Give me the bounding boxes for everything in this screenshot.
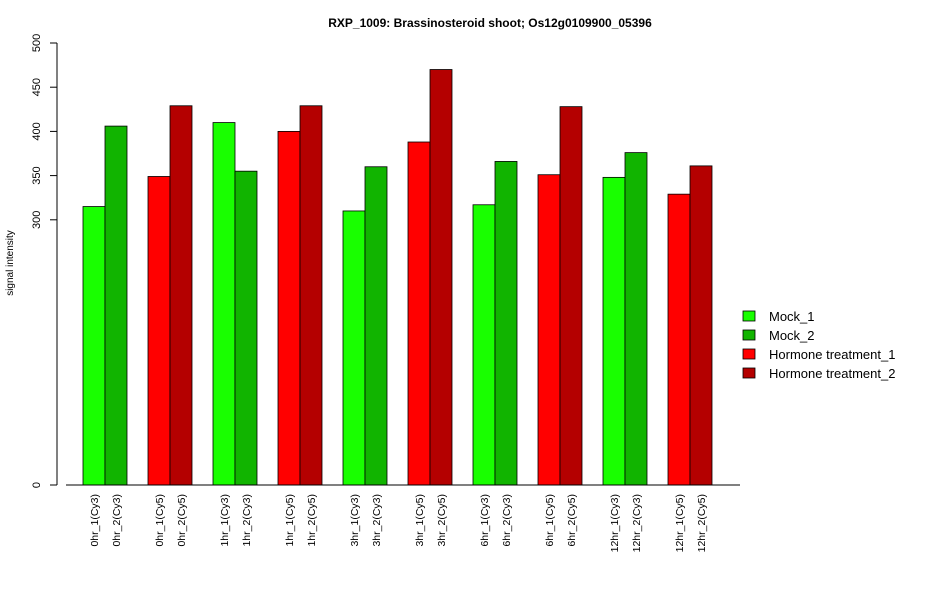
bar	[212, 122, 236, 486]
x-tick-label: 0hr_1(Cy3)	[89, 494, 101, 547]
bar	[82, 206, 106, 486]
bar	[689, 165, 713, 486]
x-tick-label: 1hr_2(Cy3)	[241, 494, 253, 547]
bar	[104, 125, 128, 486]
bar	[602, 176, 626, 486]
x-tick-label: 12hr_1(Cy5)	[674, 494, 686, 552]
y-tick-label: 450	[31, 78, 43, 96]
x-tick-label: 1hr_1(Cy5)	[284, 494, 296, 547]
bar	[147, 176, 171, 486]
legend-swatch	[742, 329, 756, 341]
bar	[299, 105, 323, 486]
legend-label: Hormone treatment_2	[769, 366, 895, 381]
x-tick-label: 1hr_1(Cy3)	[219, 494, 231, 547]
y-axis-label: signal intensity	[5, 230, 16, 296]
bar	[494, 161, 518, 486]
legend-swatch	[742, 310, 756, 322]
bar	[559, 106, 583, 486]
x-tick-label: 6hr_2(Cy3)	[501, 494, 513, 547]
x-tick-label: 3hr_1(Cy3)	[349, 494, 361, 547]
x-axis: 0hr_1(Cy3) 0hr_2(Cy3) 0hr_1(Cy5) 0hr_2(Cy5)…	[66, 484, 740, 552]
legend-swatch	[742, 348, 756, 360]
y-tick-label: 350	[31, 166, 43, 184]
x-tick-label: 12hr_1(Cy3)	[609, 494, 621, 552]
x-tick-label: 12hr_2(Cy5)	[696, 494, 708, 552]
legend-label: Hormone treatment_1	[769, 347, 895, 362]
y-tick-label: 500	[31, 34, 43, 52]
bar	[624, 152, 648, 486]
legend: Mock_1 Mock_2 Hormone treatment_1 Hormone t…	[742, 309, 895, 381]
x-tick-label: 3hr_2(Cy5)	[436, 494, 448, 547]
legend-swatch	[742, 367, 756, 379]
y-tick-label: 400	[31, 122, 43, 140]
x-tick-label: 0hr_2(Cy5)	[176, 494, 188, 547]
y-axis: 0 300 350 400 450 500	[31, 34, 58, 488]
bar	[472, 204, 496, 486]
x-tick-label: 6hr_2(Cy5)	[566, 494, 578, 547]
x-tick-label: 3hr_2(Cy3)	[371, 494, 383, 547]
x-tick-label: 3hr_1(Cy5)	[414, 494, 426, 547]
x-tick-label: 6hr_1(Cy3)	[479, 494, 491, 547]
x-tick-label: 1hr_2(Cy5)	[306, 494, 318, 547]
legend-label: Mock_2	[769, 328, 815, 343]
bar	[667, 193, 691, 486]
y-tick-label: 0	[31, 482, 43, 488]
x-tick-label: 0hr_2(Cy3)	[111, 494, 123, 547]
bar	[537, 174, 561, 486]
bar	[429, 69, 453, 486]
bar	[277, 130, 301, 486]
legend-label: Mock_1	[769, 309, 815, 324]
bar	[169, 105, 193, 486]
x-tick-label: 12hr_2(Cy3)	[631, 494, 643, 552]
x-tick-label: 6hr_1(Cy5)	[544, 494, 556, 547]
chart-title: RXP_1009: Brassinosteroid shoot; Os12g01…	[328, 16, 652, 30]
x-tick-label: 0hr_1(Cy5)	[154, 494, 166, 547]
bars	[82, 69, 713, 486]
bar	[342, 210, 366, 486]
bar	[364, 166, 388, 486]
bar	[407, 141, 431, 486]
bar	[234, 170, 258, 486]
y-tick-label: 300	[31, 211, 43, 229]
